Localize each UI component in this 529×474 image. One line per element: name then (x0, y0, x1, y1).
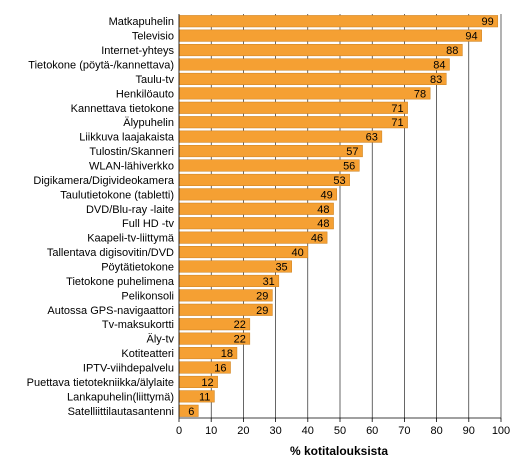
bar (178, 116, 408, 129)
data-label: 71 (391, 103, 403, 115)
data-label: 40 (292, 247, 304, 259)
category-label: Internet-yhteys (101, 45, 174, 57)
data-label: 16 (214, 363, 226, 375)
bar (178, 15, 499, 28)
x-tick-label: 70 (398, 425, 410, 437)
bar (178, 130, 383, 143)
data-label: 57 (346, 146, 358, 158)
bar (178, 202, 334, 215)
bar (178, 246, 309, 259)
category-label: WLAN-lähiverkko (89, 161, 174, 173)
category-label: Tietokone (pöytä-/kannettava) (28, 60, 174, 72)
bar (178, 101, 408, 114)
category-label: Taulu-tv (135, 74, 174, 86)
data-label: 11 (199, 391, 210, 403)
axes (178, 14, 502, 422)
data-label: 18 (221, 348, 233, 360)
bar (178, 217, 334, 230)
bar (178, 44, 463, 57)
bar (178, 58, 450, 71)
bar (178, 231, 328, 244)
x-tick-label: 40 (302, 425, 314, 437)
category-label: Lankapuhelin(liittymä) (67, 391, 174, 403)
data-label: 48 (317, 204, 329, 216)
category-label: Tv-maksukortti (102, 319, 174, 331)
x-tick-label: 50 (334, 425, 346, 437)
bars (178, 15, 499, 417)
category-label: Äly-tv (147, 334, 175, 346)
data-label: 12 (201, 377, 213, 389)
data-label: 99 (482, 16, 494, 28)
category-label: Matkapuhelin (109, 16, 174, 28)
data-label: 22 (234, 319, 246, 331)
labels: 0 10 20 30 40 50 60 70 80 90 100 Matkapuhelin 99 Tele… (27, 16, 511, 437)
x-tick-label: 10 (205, 425, 217, 437)
x-tick-label: 20 (237, 425, 249, 437)
category-label: Pelikonsoli (121, 290, 174, 302)
category-label: Digikamera/Digivideokamera (33, 175, 174, 187)
category-label: Tallentava digisovitin/DVD (47, 247, 174, 259)
bar (178, 159, 360, 172)
category-label: Kannettava tietokone (71, 103, 174, 115)
category-label: Liikkuva laajakaista (79, 132, 175, 144)
data-label: 48 (317, 218, 329, 230)
data-label: 71 (391, 117, 403, 129)
x-tick-label: 60 (366, 425, 378, 437)
data-label: 22 (234, 334, 246, 346)
x-tick-label: 30 (269, 425, 281, 437)
category-label: Älypuhelin (123, 117, 174, 129)
bar (178, 72, 447, 85)
data-label: 83 (430, 74, 442, 86)
x-tick-label: 90 (463, 425, 475, 437)
bar (178, 29, 482, 42)
data-label: 78 (414, 88, 426, 100)
category-label: Televisio (132, 31, 174, 43)
category-label: Henkilöauto (116, 88, 174, 100)
data-label: 6 (188, 406, 194, 418)
category-label: Full HD -tv (122, 218, 174, 230)
category-label: DVD/Blu-ray -laite (86, 204, 174, 216)
category-label: Tulostin/Skanneri (89, 146, 174, 158)
x-tick-label: 0 (176, 425, 182, 437)
data-label: 35 (275, 262, 287, 274)
category-label: Puettava tietotekniikka/älylaite (27, 377, 174, 389)
x-tick-label: 80 (430, 425, 442, 437)
data-label: 49 (321, 189, 333, 201)
category-label: Pöytätietokone (101, 262, 174, 274)
category-label: Kotiteatteri (121, 348, 174, 360)
bar (178, 145, 363, 158)
data-label: 84 (433, 60, 445, 72)
bar (178, 188, 338, 201)
category-label: Satelliittilautasantenni (68, 406, 174, 418)
bar (178, 173, 350, 186)
data-label: 29 (256, 305, 268, 317)
data-label: 94 (465, 31, 477, 43)
data-label: 46 (311, 233, 323, 245)
data-label: 31 (263, 276, 275, 288)
data-label: 88 (446, 45, 458, 57)
category-label: Taulutietokone (tabletti) (60, 189, 174, 201)
data-label: 56 (343, 161, 355, 173)
category-label: Autossa GPS-navigaattori (47, 305, 174, 317)
data-label: 53 (333, 175, 345, 187)
category-label: Tietokone puhelimena (66, 276, 175, 288)
category-label: IPTV-viihdepalvelu (83, 363, 174, 375)
x-axis-title: % kotitalouksista (290, 444, 388, 458)
x-tick-label: 100 (492, 425, 510, 437)
data-label: 63 (366, 132, 378, 144)
bar (178, 87, 431, 100)
data-label: 29 (256, 290, 268, 302)
category-label: Kaapeli-tv-liittymä (87, 233, 175, 245)
